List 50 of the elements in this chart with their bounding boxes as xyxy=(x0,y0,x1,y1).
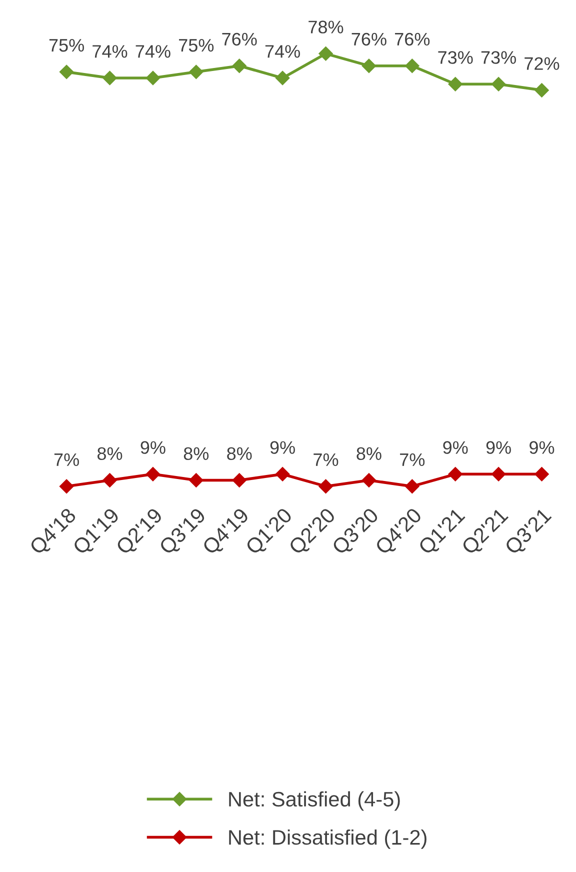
data-label: 74% xyxy=(92,45,128,58)
point xyxy=(405,58,420,73)
point xyxy=(275,467,290,482)
data-label: 74% xyxy=(265,45,300,58)
data-label: 9% xyxy=(530,441,554,454)
data-label: 75% xyxy=(49,38,84,52)
point xyxy=(491,467,506,482)
point xyxy=(491,77,506,92)
point xyxy=(102,473,117,488)
data-label: 9% xyxy=(443,441,468,454)
point xyxy=(448,77,462,92)
point xyxy=(534,83,549,98)
point xyxy=(318,479,333,494)
point xyxy=(448,467,462,482)
data-label: 75% xyxy=(179,38,214,52)
data-label: 72% xyxy=(524,57,560,70)
data-label: 9% xyxy=(486,441,511,454)
data-label: 7% xyxy=(400,453,425,466)
point xyxy=(189,473,204,488)
data-label: 76% xyxy=(222,32,257,46)
point xyxy=(232,473,246,488)
data-label: 8% xyxy=(97,447,122,460)
point xyxy=(275,70,290,86)
point xyxy=(232,58,246,73)
point xyxy=(189,64,204,80)
point xyxy=(362,473,376,488)
point xyxy=(318,46,333,61)
point xyxy=(102,70,117,86)
data-label: 7% xyxy=(314,453,338,466)
data-label: 8% xyxy=(356,447,382,460)
data-label: 8% xyxy=(184,447,209,460)
data-label: 73% xyxy=(438,51,473,64)
data-label: 7% xyxy=(54,453,79,466)
data-label: 9% xyxy=(140,441,166,454)
data-label: 73% xyxy=(481,51,516,64)
data-label: 76% xyxy=(395,32,430,46)
data-label: 74% xyxy=(136,45,170,58)
legend-label: Net: Dissatisfied (1-2) xyxy=(229,829,426,849)
point xyxy=(146,467,160,482)
point xyxy=(362,58,376,73)
data-label: 9% xyxy=(270,441,295,454)
data-label: 76% xyxy=(352,32,386,46)
point xyxy=(146,70,160,86)
legend-label: Net: Satisfied (4-5) xyxy=(229,791,400,811)
point xyxy=(59,64,74,80)
data-label: 78% xyxy=(308,20,344,34)
point xyxy=(534,467,549,482)
point xyxy=(405,479,420,494)
data-label: 8% xyxy=(227,447,252,460)
point xyxy=(59,479,74,494)
